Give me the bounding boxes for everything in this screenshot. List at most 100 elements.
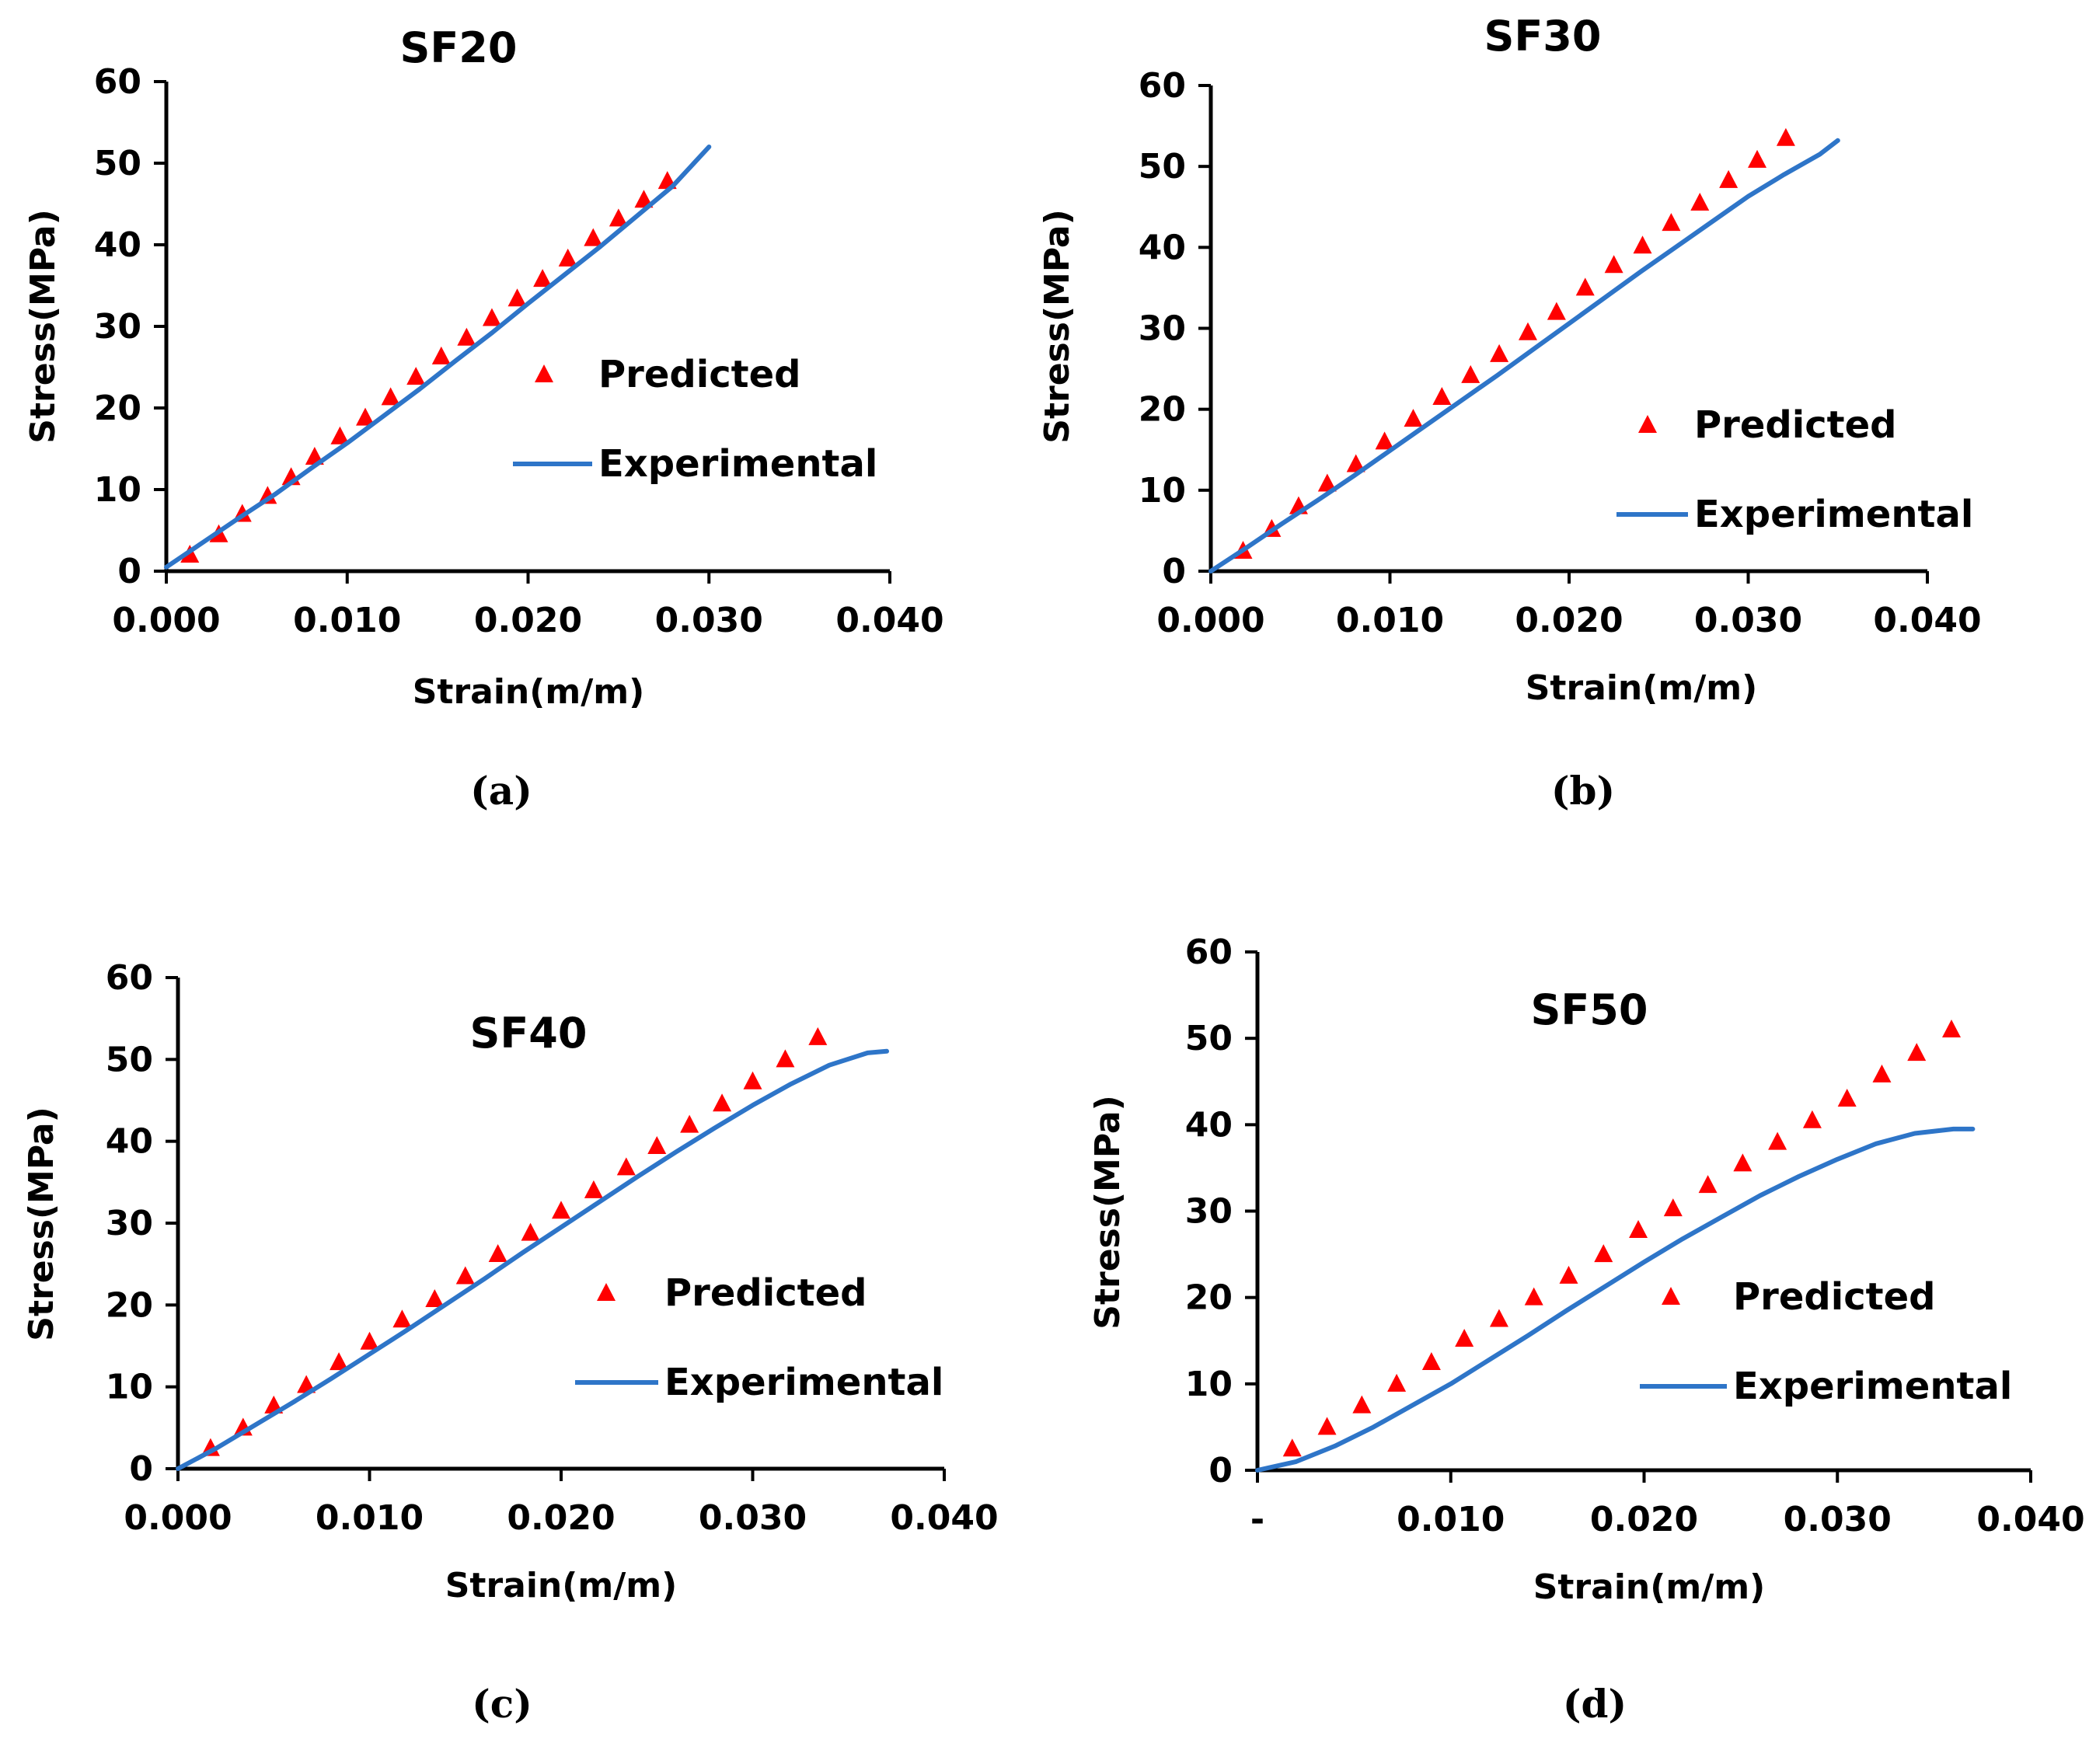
y-tick-label: 60	[106, 958, 153, 998]
panel-caption: (c)	[472, 1681, 532, 1727]
predicted-point	[713, 1093, 732, 1112]
legend-predicted-marker	[1638, 415, 1657, 433]
y-tick-label: 20	[94, 389, 141, 428]
legend-experimental-label: Experimental	[598, 442, 877, 486]
predicted-point	[584, 228, 603, 246]
predicted-point	[381, 387, 400, 406]
y-tick-label: 50	[106, 1040, 153, 1079]
legend: Predicted Experimental	[575, 1271, 943, 1404]
legend-predicted-label: Predicted	[1733, 1275, 1936, 1319]
panel-caption: (d)	[1563, 1681, 1627, 1727]
x-axis-label: Strain(m/m)	[413, 672, 645, 712]
y-axis-label: Stress(MPa)	[1088, 1095, 1128, 1329]
x-tick-label: 0.000	[124, 1498, 232, 1538]
predicted-point	[1346, 454, 1365, 472]
y-axis-label: Stress(MPa)	[23, 209, 63, 443]
chart-title: SF30	[1484, 12, 1602, 61]
x-tick-label: 0.020	[1515, 601, 1623, 640]
legend: Predicted Experimental	[513, 353, 877, 486]
predicted-point	[521, 1222, 540, 1241]
x-tick-label: 0.020	[474, 601, 582, 640]
legend-predicted-marker	[535, 364, 553, 382]
x-tick-label: 0.010	[293, 601, 401, 640]
y-tick-label: 20	[106, 1285, 153, 1325]
y-tick-label: 10	[106, 1368, 153, 1407]
predicted-point	[1942, 1020, 1962, 1038]
x-tick-label: 0.010	[316, 1498, 424, 1538]
predicted-point	[1455, 1329, 1474, 1347]
predicted-point	[356, 407, 375, 426]
x-tick-label: 0.000	[1156, 601, 1264, 640]
y-tick-label: 60	[1139, 66, 1186, 106]
experimental-series-line	[176, 1048, 889, 1471]
y-tick-label: 50	[94, 144, 141, 183]
predicted-point	[1432, 387, 1452, 406]
predicted-point	[1633, 235, 1652, 254]
x-axis-label: Strain(m/m)	[1533, 1567, 1766, 1607]
predicted-point	[808, 1027, 828, 1045]
predicted-point	[482, 308, 501, 326]
chart-panel-2: 0 10 20 30 40 50 60 0.000 0.010 0.020 0.030 0.040 SF…	[1038, 12, 1982, 814]
predicted-point	[776, 1049, 795, 1068]
x-tick-label: 0.030	[1694, 601, 1802, 640]
predicted-point	[1461, 364, 1480, 383]
predicted-point	[1421, 1352, 1441, 1371]
predicted-point	[1490, 343, 1509, 362]
predicted-point	[558, 248, 577, 267]
predicted-point	[743, 1071, 762, 1089]
predicted-point	[634, 190, 654, 208]
predicted-point	[1317, 1417, 1337, 1435]
predicted-point	[1872, 1064, 1892, 1082]
predicted-point	[1547, 302, 1566, 320]
predicted-point	[609, 208, 628, 227]
y-tick-label: 20	[1139, 390, 1186, 430]
chart-panel-4: 0 10 20 30 40 50 60 - 0.010 0.020 0.030 0.040 SF50 St…	[1088, 933, 2085, 1727]
predicted-point	[258, 486, 277, 504]
predicted-point	[1662, 213, 1681, 232]
predicted-point	[431, 346, 451, 364]
predicted-point	[1719, 169, 1739, 188]
predicted-point	[1387, 1373, 1407, 1392]
x-axis-label: Strain(m/m)	[1526, 668, 1758, 708]
predicted-point	[1282, 1438, 1302, 1457]
x-tick-label: 0.030	[655, 601, 763, 640]
chart-title: SF20	[400, 23, 518, 72]
y-tick-label: 30	[1139, 309, 1186, 349]
predicted-point	[1524, 1287, 1543, 1306]
y-tick-label: 40	[1139, 228, 1186, 267]
predicted-point	[552, 1201, 570, 1219]
y-tick-label: 0	[1208, 1451, 1233, 1490]
predicted-point	[1559, 1265, 1578, 1284]
y-tick-label: 10	[1139, 471, 1186, 511]
predicted-point	[488, 1244, 507, 1263]
y-tick-label: 30	[1185, 1192, 1233, 1232]
chart-title: SF50	[1531, 985, 1648, 1034]
legend-predicted-label: Predicted	[664, 1271, 867, 1315]
experimental-series-line	[1255, 1126, 1976, 1473]
legend: Predicted Experimental	[1616, 403, 1973, 536]
x-axis-label: Strain(m/m)	[445, 1566, 678, 1605]
predicted-point	[507, 288, 527, 307]
predicted-point	[533, 269, 553, 288]
predicted-point	[406, 367, 426, 385]
predicted-point	[457, 327, 476, 346]
y-tick-label: 0	[129, 1449, 153, 1489]
predicted-point	[1352, 1395, 1372, 1414]
legend-predicted-label: Predicted	[598, 353, 801, 396]
y-tick-label: 50	[1185, 1019, 1233, 1058]
y-axis-label: Stress(MPa)	[22, 1107, 61, 1340]
legend-predicted-marker	[1662, 1287, 1680, 1305]
predicted-point	[360, 1331, 379, 1350]
predicted-point	[1907, 1043, 1927, 1062]
predicted-point	[1518, 322, 1537, 340]
predicted-point	[330, 1352, 349, 1371]
predicted-point	[425, 1288, 445, 1307]
y-tick-label: 30	[94, 307, 141, 347]
chart-title: SF40	[470, 1009, 588, 1058]
x-tick-label: 0.000	[112, 601, 220, 640]
x-tick-label: 0.040	[1873, 601, 1981, 640]
y-tick-label: 30	[106, 1204, 153, 1243]
x-tick-label: 0.030	[699, 1498, 807, 1538]
x-tick-label: 0.010	[1336, 601, 1444, 640]
